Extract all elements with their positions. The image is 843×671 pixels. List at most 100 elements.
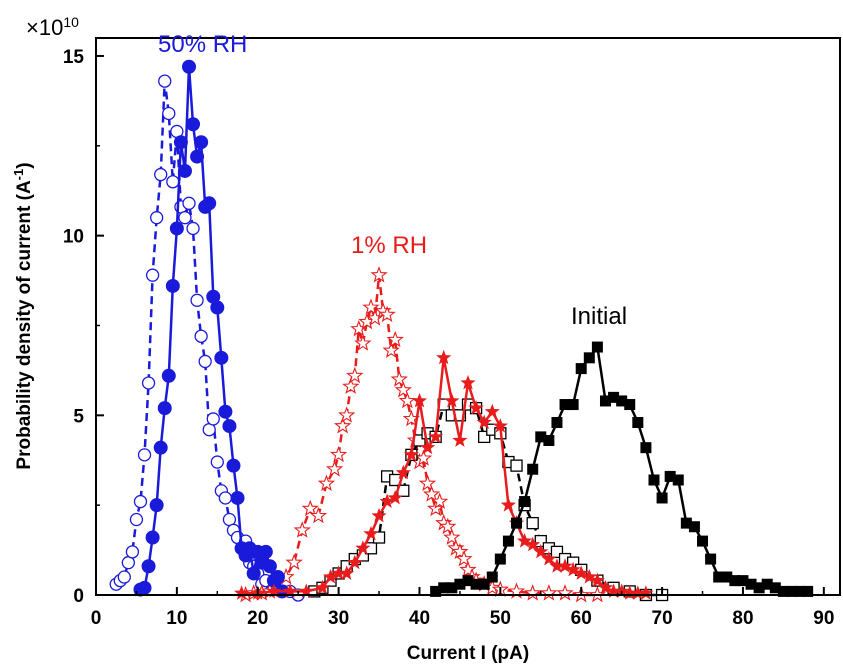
- data-point: [785, 585, 797, 597]
- data-point: [354, 334, 372, 351]
- data-point: [186, 221, 200, 236]
- data-point: [606, 583, 622, 598]
- data-point: [549, 558, 565, 573]
- data-point: [459, 560, 477, 578]
- data-point: [697, 535, 709, 547]
- data-point: [729, 575, 741, 587]
- data-point: [262, 559, 277, 574]
- data-point: [137, 580, 152, 595]
- data-point: [141, 376, 156, 390]
- data-point: [145, 530, 160, 545]
- data-point: [330, 445, 348, 463]
- data-point: [470, 578, 482, 590]
- data-point: [451, 542, 469, 560]
- data-point: [802, 585, 814, 597]
- series-line: [435, 345, 808, 593]
- data-point: [753, 582, 765, 594]
- data-point: [511, 517, 523, 529]
- data-point: [556, 584, 574, 601]
- y-multiplier: ×1010: [26, 14, 79, 40]
- y-axis-title-end: ): [14, 162, 35, 168]
- data-point: [559, 399, 571, 411]
- data-point: [414, 449, 433, 466]
- data-point: [173, 135, 188, 150]
- data-point: [218, 404, 233, 419]
- data-point: [285, 553, 303, 570]
- data-point: [222, 419, 237, 434]
- data-point: [145, 268, 160, 282]
- data-point: [428, 428, 444, 444]
- data-point: [338, 406, 356, 423]
- data-point: [317, 474, 336, 491]
- x-tick-label: 90: [813, 608, 834, 629]
- data-point: [206, 412, 220, 426]
- data-point: [573, 565, 589, 580]
- data-point: [117, 570, 131, 584]
- data-point: [339, 565, 355, 580]
- data-point: [632, 417, 644, 429]
- data-point: [363, 525, 379, 541]
- data-point: [430, 585, 442, 597]
- x-tick-label: 0: [91, 608, 102, 629]
- data-point: [664, 470, 676, 482]
- plot-frame: [95, 37, 841, 596]
- data-point: [616, 395, 628, 407]
- data-point: [591, 341, 603, 353]
- x-tick-label: 20: [247, 608, 268, 629]
- data-point: [214, 350, 229, 365]
- data-point: [527, 463, 539, 475]
- data-point: [210, 300, 225, 315]
- data-point: [510, 459, 523, 472]
- data-point: [298, 583, 314, 598]
- series-0: [133, 59, 289, 599]
- data-point: [165, 278, 180, 293]
- data-point: [182, 59, 196, 74]
- data-point: [540, 584, 558, 601]
- y-multiplier-prefix: ×10: [26, 15, 63, 40]
- data-point: [218, 491, 233, 505]
- data-point: [333, 417, 352, 434]
- series-4: [308, 398, 669, 602]
- data-point: [270, 570, 285, 585]
- data-point: [567, 399, 579, 411]
- data-point: [331, 565, 347, 580]
- data-point: [293, 521, 311, 538]
- data-point: [500, 497, 516, 512]
- y-multiplier-exponent: 10: [63, 14, 79, 30]
- data-point: [541, 551, 557, 566]
- data-point: [403, 446, 419, 462]
- data-point: [721, 571, 733, 583]
- series-3: [237, 266, 606, 603]
- data-point: [420, 439, 436, 455]
- data-point: [418, 474, 437, 491]
- data-point: [382, 341, 400, 358]
- data-point: [182, 196, 196, 210]
- data-point: [198, 354, 212, 369]
- data-point: [325, 460, 344, 477]
- data-point: [342, 377, 360, 394]
- data-point: [557, 558, 573, 573]
- data-point: [608, 391, 620, 403]
- data-point: [178, 211, 192, 225]
- data-point: [386, 330, 404, 348]
- data-point: [737, 575, 749, 587]
- data-point: [672, 474, 684, 486]
- x-tick-label: 60: [571, 608, 592, 629]
- data-point: [597, 579, 614, 595]
- data-point: [141, 559, 156, 574]
- data-point: [565, 561, 581, 577]
- data-point: [355, 540, 371, 555]
- data-point: [186, 117, 201, 132]
- series-5: [430, 341, 814, 597]
- y-tick-label: 15: [63, 47, 85, 68]
- data-point: [589, 572, 605, 588]
- series-1: [109, 74, 305, 602]
- data-point: [314, 579, 330, 595]
- data-point: [282, 583, 298, 598]
- data-point: [153, 440, 168, 455]
- data-point: [149, 498, 164, 513]
- data-point: [648, 474, 660, 486]
- data-point: [439, 517, 457, 535]
- ticks-layer: 0 10 20 30 40 50 60 70 80 90 0 5 10 15: [63, 47, 835, 629]
